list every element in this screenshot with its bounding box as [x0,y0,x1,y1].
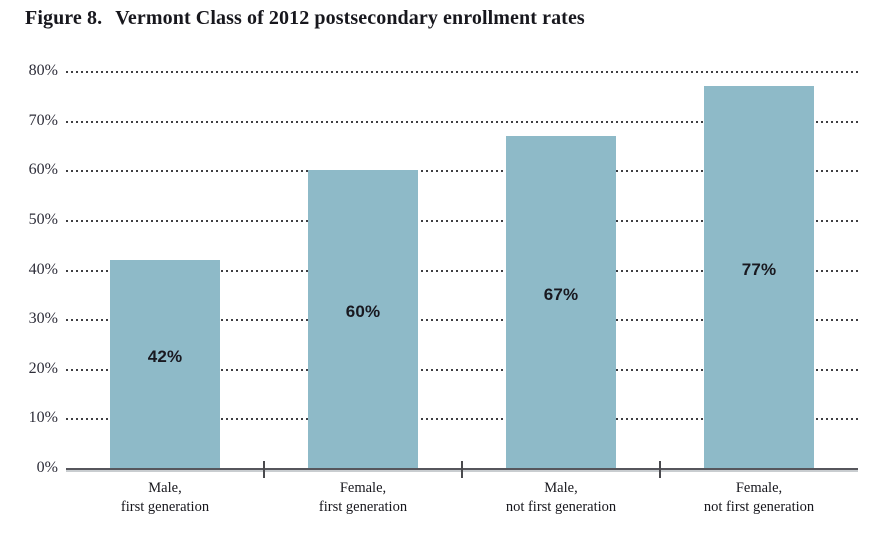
gridline-10 [66,418,858,421]
bar-male-not-first-generation: 67% [506,135,616,468]
bar-group-female-first-generation: 60% [264,71,462,468]
bars-group: 42% 60% 67% 77% [66,71,858,468]
category-label-line: not first generation [505,498,617,515]
y-tick-label-50: 50% [28,210,58,228]
category-label-female-first-generation: Female, first generation [264,479,462,516]
y-tick-label-60: 60% [28,161,58,179]
bar-group-male-not-first-generation: 67% [462,71,660,468]
category-label-male-not-first-generation: Male, not first generation [462,479,660,516]
x-axis-tick [659,461,661,478]
category-label-line: Female, [339,480,387,496]
category-label-line: Male, [544,480,578,496]
bar-value-label: 77% [741,259,777,279]
x-axis-tick [263,461,265,478]
category-label-line: not first generation [703,498,815,515]
y-tick-label-10: 10% [28,409,58,427]
plot-area: 42% 60% 67% 77% [66,71,858,478]
category-label-line: Female, [735,480,783,496]
y-axis-labels: 80% 70% 60% 50% 40% 30% 20% 10% 0% [0,63,58,476]
y-tick-label-20: 20% [28,359,58,377]
gridline-80 [66,71,858,73]
figure-title: Figure 8. Vermont Class of 2012 postsecon… [25,7,585,30]
bar-group-female-not-first-generation: 77% [660,71,858,468]
bar-value-label: 42% [147,346,183,366]
figure-title-text: Vermont Class of 2012 postsecondary enro… [115,7,585,29]
figure-number: Figure 8. [25,7,103,29]
gridline-40 [66,269,858,272]
x-axis-tick [461,461,463,478]
y-tick-label-70: 70% [28,111,58,129]
category-label-female-not-first-generation: Female, not first generation [660,479,858,516]
bar-female-first-generation: 60% [308,170,418,468]
y-tick-label-40: 40% [28,260,58,278]
gridline-30 [66,319,858,322]
category-label-line: first generation [318,498,408,515]
x-axis-labels: Male, first generation Female, first gen… [66,479,858,516]
bar-female-not-first-generation: 77% [704,85,814,468]
category-label-line: first generation [120,498,210,515]
y-tick-label-80: 80% [28,62,58,79]
y-tick-label-30: 30% [28,310,58,328]
gridline-50 [66,219,858,222]
category-label-line: Male, [148,480,182,496]
bar-male-first-generation: 42% [110,259,220,468]
bar-value-label: 60% [345,302,381,322]
category-label-male-first-generation: Male, first generation [66,479,264,516]
bar-group-male-first-generation: 42% [66,71,264,468]
gridline-20 [66,368,858,371]
bar-value-label: 67% [543,284,579,304]
gridline-70 [66,120,858,123]
y-tick-label-0: 0% [36,459,58,476]
gridline-60 [66,170,858,173]
